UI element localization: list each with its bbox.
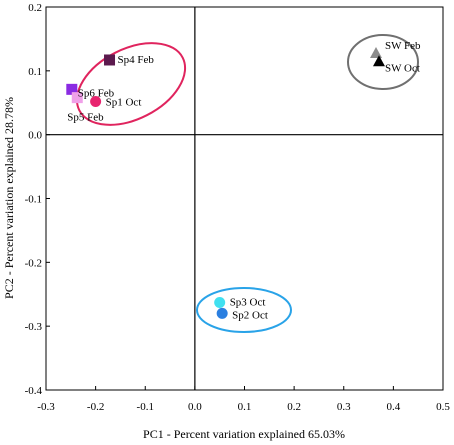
x-tick-label: 0.1 xyxy=(238,401,252,413)
label-sp1-oct: Sp1 Oct xyxy=(106,96,142,108)
label-sw-feb: SW Feb xyxy=(385,40,421,52)
data-points xyxy=(66,46,385,319)
x-tick-labels: -0.3 -0.2 -0.1 0.0 0.1 0.2 0.3 0.4 0.5 xyxy=(37,386,450,413)
y-axis-title: PC2 - Percent variation explained 28.78% xyxy=(2,97,16,299)
label-sp2-oct: Sp2 Oct xyxy=(232,309,268,321)
x-tick-label: -0.3 xyxy=(37,401,55,413)
label-sp3-oct: Sp3 Oct xyxy=(230,297,266,309)
group-ellipse xyxy=(75,42,187,126)
x-tick-label: 0.4 xyxy=(387,401,401,413)
label-sp4-feb: Sp4 Feb xyxy=(118,54,155,66)
y-tick-label: 0.2 xyxy=(28,2,42,14)
label-sp6-feb: Sp6 Feb xyxy=(78,87,115,99)
point-sw-oct xyxy=(372,55,385,67)
point-sp4-feb xyxy=(104,54,116,66)
x-tick-label: -0.2 xyxy=(87,401,104,413)
group-ellipse xyxy=(347,34,419,90)
x-tick-label: 0.0 xyxy=(188,401,202,413)
x-axis-title: PC1 - Percent variation explained 65.03% xyxy=(143,427,345,441)
x-tick-label: 0.3 xyxy=(337,401,351,413)
group-ellipse xyxy=(196,287,292,333)
point-sp6-feb xyxy=(66,83,78,95)
x-tick-label: 0.2 xyxy=(287,401,301,413)
point-sp1-oct xyxy=(90,95,102,107)
point-sp5-feb xyxy=(71,92,83,104)
y-tick-label: -0.3 xyxy=(25,321,43,333)
label-sw-oct: SW Oct xyxy=(385,62,420,74)
y-tick-label: -0.1 xyxy=(25,194,42,206)
y-tick-label: 0.0 xyxy=(28,130,42,142)
label-sp5-feb: Sp5 Feb xyxy=(67,112,104,124)
x-tick-label: -0.1 xyxy=(137,401,154,413)
point-sp2-oct xyxy=(216,307,228,319)
y-tick-label: 0.1 xyxy=(28,66,42,78)
axes xyxy=(46,7,443,390)
group-ellipses xyxy=(75,34,419,333)
y-tick-label: -0.2 xyxy=(25,257,42,269)
x-tick-label: 0.5 xyxy=(436,401,450,413)
point-sw-feb xyxy=(370,46,383,58)
y-tick-labels: -0.4 -0.3 -0.2 -0.1 0.0 0.1 0.2 xyxy=(25,2,50,397)
point-sp3-oct xyxy=(214,297,226,309)
y-tick-label: -0.4 xyxy=(25,385,43,397)
